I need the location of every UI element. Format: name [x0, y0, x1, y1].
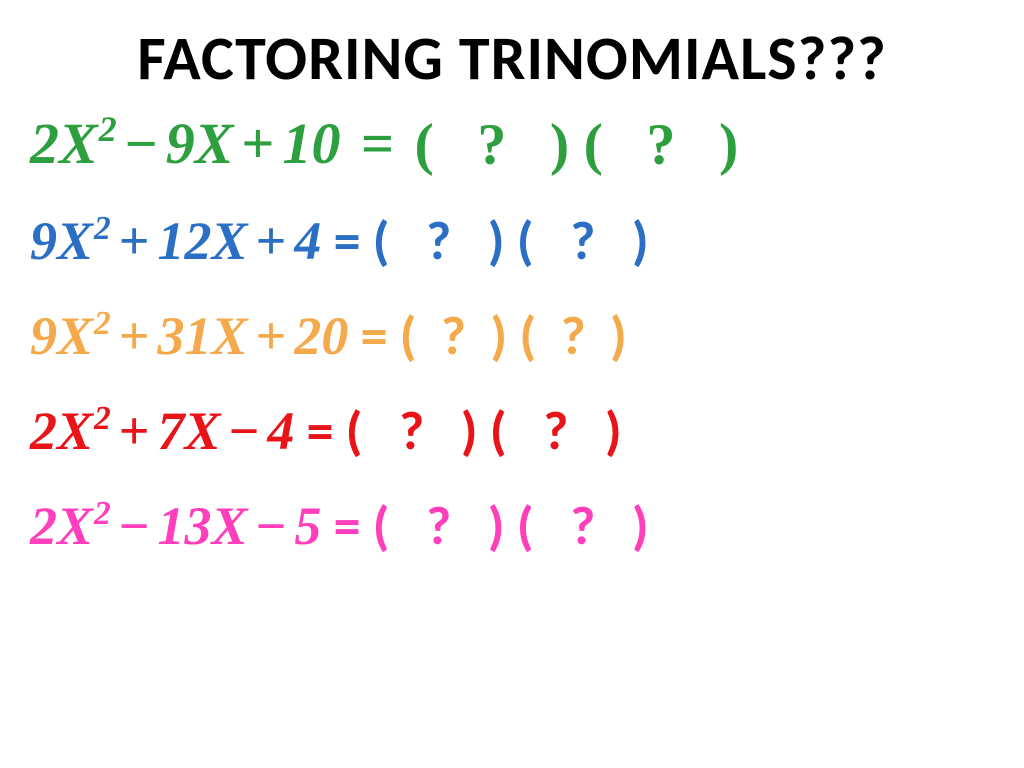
factors-placeholder: ( ? ) ( ? ) — [373, 208, 649, 274]
coef-b: 31 — [158, 306, 212, 366]
equation-row-4: 2X2+7X−4 = ( ? ) ( ? ) — [30, 403, 994, 458]
coef-c: 4 — [267, 401, 294, 461]
slide: FACTORING TRINOMIALS??? 2X2−9X+10 = ( ? … — [0, 0, 1024, 768]
trinomial-5: 2X2−13X−5 — [30, 496, 321, 556]
page-title: FACTORING TRINOMIALS??? — [30, 20, 994, 96]
coef-c: 20 — [294, 306, 348, 366]
coef-a: 9 — [30, 306, 57, 366]
op1: + — [111, 214, 158, 268]
op1: − — [117, 115, 166, 173]
coef-a: 2 — [30, 401, 57, 461]
op1: + — [111, 404, 158, 458]
factors-placeholder: ( ? ) ( ? ) — [415, 111, 739, 176]
coef-c: 4 — [294, 211, 321, 271]
equation-row-3: 9X2+31X+20 = ( ? ) ( ? ) — [30, 308, 994, 363]
equation-row-5: 2X2−13X−5 = ( ? ) ( ? ) — [30, 498, 994, 553]
equation-row-2: 9X2+12X+4 = ( ? ) ( ? ) — [30, 213, 994, 268]
equals-sign: = — [340, 111, 414, 176]
factors-placeholder: ( ? ) ( ? ) — [346, 398, 622, 464]
equals-and-factors: = ( ? ) ( ? ) — [294, 398, 621, 464]
equals-and-factors: = ( ? ) ( ? ) — [321, 493, 648, 559]
equals-and-factors: = ( ? ) ( ? ) — [348, 303, 627, 369]
factors-placeholder: ( ? ) ( ? ) — [373, 493, 649, 559]
op2: + — [248, 309, 295, 363]
coef-c: 5 — [294, 496, 321, 556]
equation-row-1: 2X2−9X+10 = ( ? ) ( ? ) — [30, 114, 994, 173]
equals-and-factors: = ( ? ) ( ? ) — [321, 208, 648, 274]
coef-b: 12 — [158, 211, 212, 271]
coef-b: 13 — [158, 496, 212, 556]
op2: − — [248, 499, 295, 553]
coef-b: 9 — [166, 111, 195, 176]
op1: + — [111, 309, 158, 363]
factors-placeholder: ( ? ) ( ? ) — [400, 303, 627, 369]
coef-c: 10 — [282, 111, 340, 176]
op2: + — [233, 115, 282, 173]
trinomial-2: 9X2+12X+4 — [30, 211, 321, 271]
coef-a: 2 — [30, 111, 59, 176]
coef-b: 7 — [158, 401, 185, 461]
op1: − — [111, 499, 158, 553]
op2: − — [221, 404, 268, 458]
trinomial-3: 9X2+31X+20 — [30, 306, 348, 366]
trinomial-4: 2X2+7X−4 — [30, 401, 294, 461]
trinomial-1: 2X2−9X+10 = — [30, 111, 415, 176]
coef-a: 2 — [30, 496, 57, 556]
op2: + — [248, 214, 295, 268]
coef-a: 9 — [30, 211, 57, 271]
